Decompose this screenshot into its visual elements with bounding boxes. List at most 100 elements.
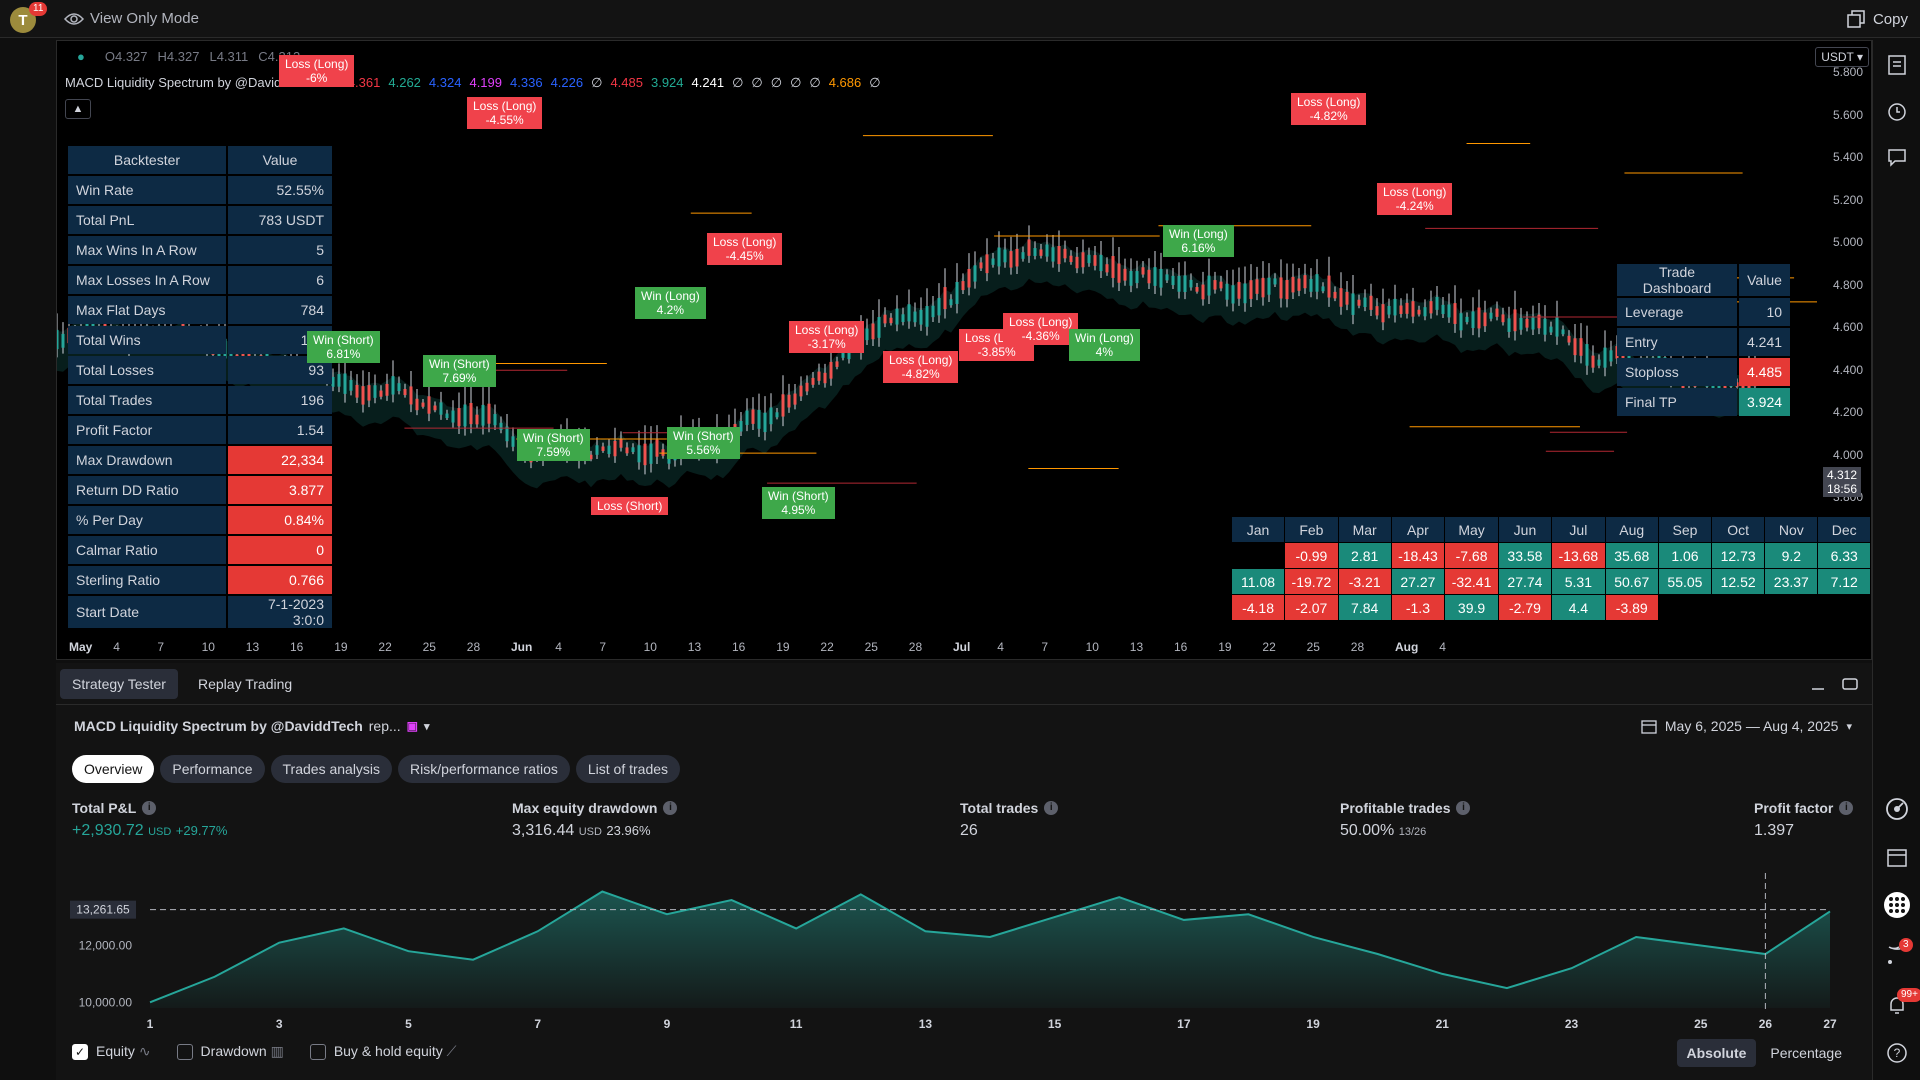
tab-strategy-tester[interactable]: Strategy Tester	[60, 669, 178, 699]
month-cell: 2.81	[1338, 543, 1391, 568]
close-label: C	[258, 49, 268, 64]
drawdown-toggle[interactable]: Drawdown ▥	[176, 1043, 284, 1061]
collapse-legend-button[interactable]: ▲	[65, 99, 91, 119]
backtester-key: Total Losses	[68, 356, 226, 384]
backtester-row: Max Wins In A Row 5	[68, 236, 332, 264]
dashboard-key: Entry	[1617, 328, 1737, 356]
top-bar: T 11 View Only Mode Copy	[0, 0, 1920, 38]
trade-label-title: Loss (Long)	[1297, 95, 1361, 109]
candle-body	[955, 281, 959, 304]
trade-label-percent: -4.82%	[1309, 109, 1348, 123]
maximize-icon[interactable]	[1840, 671, 1860, 697]
trade-label-percent: -4.36%	[1021, 329, 1060, 343]
candle-body	[595, 445, 599, 455]
backtester-row: Total Losses 93	[68, 356, 332, 384]
price-tick: 4.400	[1832, 362, 1863, 377]
candle-body	[61, 333, 65, 348]
candle-body	[1609, 350, 1613, 362]
candle-body	[757, 409, 761, 429]
trade-label-percent: -4.45%	[725, 249, 764, 263]
candle-body	[1123, 268, 1127, 281]
candle-body	[961, 281, 965, 291]
indicator-name: MACD Liquidity Spectrum by @Davidd...	[65, 75, 300, 90]
info-icon[interactable]: i	[1044, 801, 1059, 815]
candle-body	[1165, 274, 1169, 281]
minimize-icon[interactable]	[1808, 671, 1828, 697]
candle-body	[601, 446, 605, 451]
time-tick: 25	[864, 640, 878, 654]
trade-label-title: Win (Short)	[313, 333, 374, 347]
candle-body	[1021, 252, 1025, 259]
date-range-label: May 6, 2025 — Aug 4, 2025	[1664, 718, 1839, 734]
month-cell: -1.3	[1391, 595, 1445, 620]
info-icon[interactable]: i	[1839, 801, 1854, 815]
month-cell: -13.68	[1552, 543, 1605, 568]
pill-list-of-trades[interactable]: List of trades	[575, 755, 681, 783]
date-range-selector[interactable]: May 6, 2025 — Aug 4, 2025 ▾	[1641, 718, 1852, 734]
candle-body	[751, 409, 755, 424]
chat-icon[interactable]	[1884, 144, 1910, 170]
trade-label: Loss (Long) -6%	[279, 55, 355, 87]
absolute-button[interactable]: Absolute	[1676, 1039, 1757, 1067]
alarm-clock-icon[interactable]	[1884, 98, 1910, 124]
backtester-row: Sterling Ratio 0.766	[68, 566, 332, 594]
time-axis[interactable]: May 4 7 10 13 16 19 22 25 28 Jun 4 7 10 13 16 19 22 25 28 Ju…	[57, 635, 1817, 659]
indicator-value: ∅	[591, 75, 603, 90]
time-tick: 25	[1306, 640, 1320, 654]
candle-body	[391, 376, 395, 395]
high-value: 4.327	[166, 49, 200, 64]
candle-body	[1117, 263, 1121, 283]
pill-performance[interactable]: Performance	[160, 755, 265, 783]
info-icon[interactable]: i	[663, 801, 678, 815]
equity-x-tick: 9	[664, 1017, 671, 1031]
trade-label: Win (Short) 7.59%	[517, 429, 590, 461]
view-only-mode[interactable]: View Only Mode	[64, 10, 199, 27]
open-value: 4.327	[114, 49, 148, 64]
backtester-value: 783 USDT	[228, 206, 332, 234]
candle-body	[1579, 338, 1583, 356]
crosshair-value: 13,261.65	[76, 903, 130, 917]
metric-total-trades: Total trades i 26	[960, 800, 1059, 840]
candle-body	[1501, 314, 1505, 323]
month-cell: 9.2	[1765, 543, 1818, 568]
bell-badge: 99+	[1897, 988, 1920, 1002]
candle-body	[1309, 279, 1313, 292]
price-chart[interactable]: ● O4.327 H4.327 L4.311 C4.312 MACD Liqui…	[56, 40, 1872, 660]
info-icon[interactable]: i	[142, 801, 157, 815]
pill-overview[interactable]: Overview	[72, 755, 155, 783]
price-tick: 5.800	[1832, 65, 1863, 79]
tab-replay-trading[interactable]: Replay Trading	[198, 676, 293, 692]
bar-countdown: 18:56	[1826, 482, 1857, 496]
backtester-key: Max Drawdown	[68, 446, 226, 474]
chevron-down-icon: ▾	[1846, 720, 1852, 733]
candle-body	[775, 412, 779, 418]
pill-trades-analysis[interactable]: Trades analysis	[270, 755, 393, 783]
apps-grid-icon[interactable]	[1884, 892, 1910, 918]
buyhold-toggle[interactable]: Buy & hold equity ⟋	[309, 1043, 456, 1061]
copy-button[interactable]: Copy	[1847, 10, 1908, 28]
indicator-legend[interactable]: MACD Liquidity Spectrum by @Davidd... 4.…	[65, 75, 881, 91]
dashboard-row: Leverage 10	[1617, 298, 1791, 326]
backtester-value: 6	[228, 266, 332, 294]
candle-body	[1447, 304, 1451, 318]
equity-toggle[interactable]: ✓ Equity ∿	[72, 1043, 151, 1061]
month-header: Oct	[1712, 517, 1765, 542]
calendar-icon[interactable]	[1884, 844, 1910, 870]
candle-body	[1387, 305, 1391, 315]
currency-selector[interactable]: USDT ▾	[1815, 47, 1869, 67]
trade-label-percent: 4%	[1095, 345, 1114, 359]
pill-risk-performance-ratios[interactable]: Risk/performance ratios	[398, 755, 570, 783]
percentage-button[interactable]: Percentage	[1770, 1045, 1842, 1061]
indicator-value: 4.686	[828, 75, 862, 90]
strategy-title[interactable]: MACD Liquidity Spectrum by @DaviddTech r…	[74, 718, 430, 734]
target-icon[interactable]	[1884, 796, 1910, 822]
month-cell: -3.21	[1338, 569, 1391, 594]
info-icon[interactable]: i	[1456, 801, 1471, 815]
help-icon[interactable]: ?	[1884, 1040, 1910, 1066]
candle-body	[1105, 264, 1109, 273]
backtester-value: 0.766	[228, 566, 332, 594]
eye-icon	[64, 12, 84, 25]
candle-body	[475, 414, 479, 425]
watchlist-icon[interactable]	[1884, 52, 1910, 78]
